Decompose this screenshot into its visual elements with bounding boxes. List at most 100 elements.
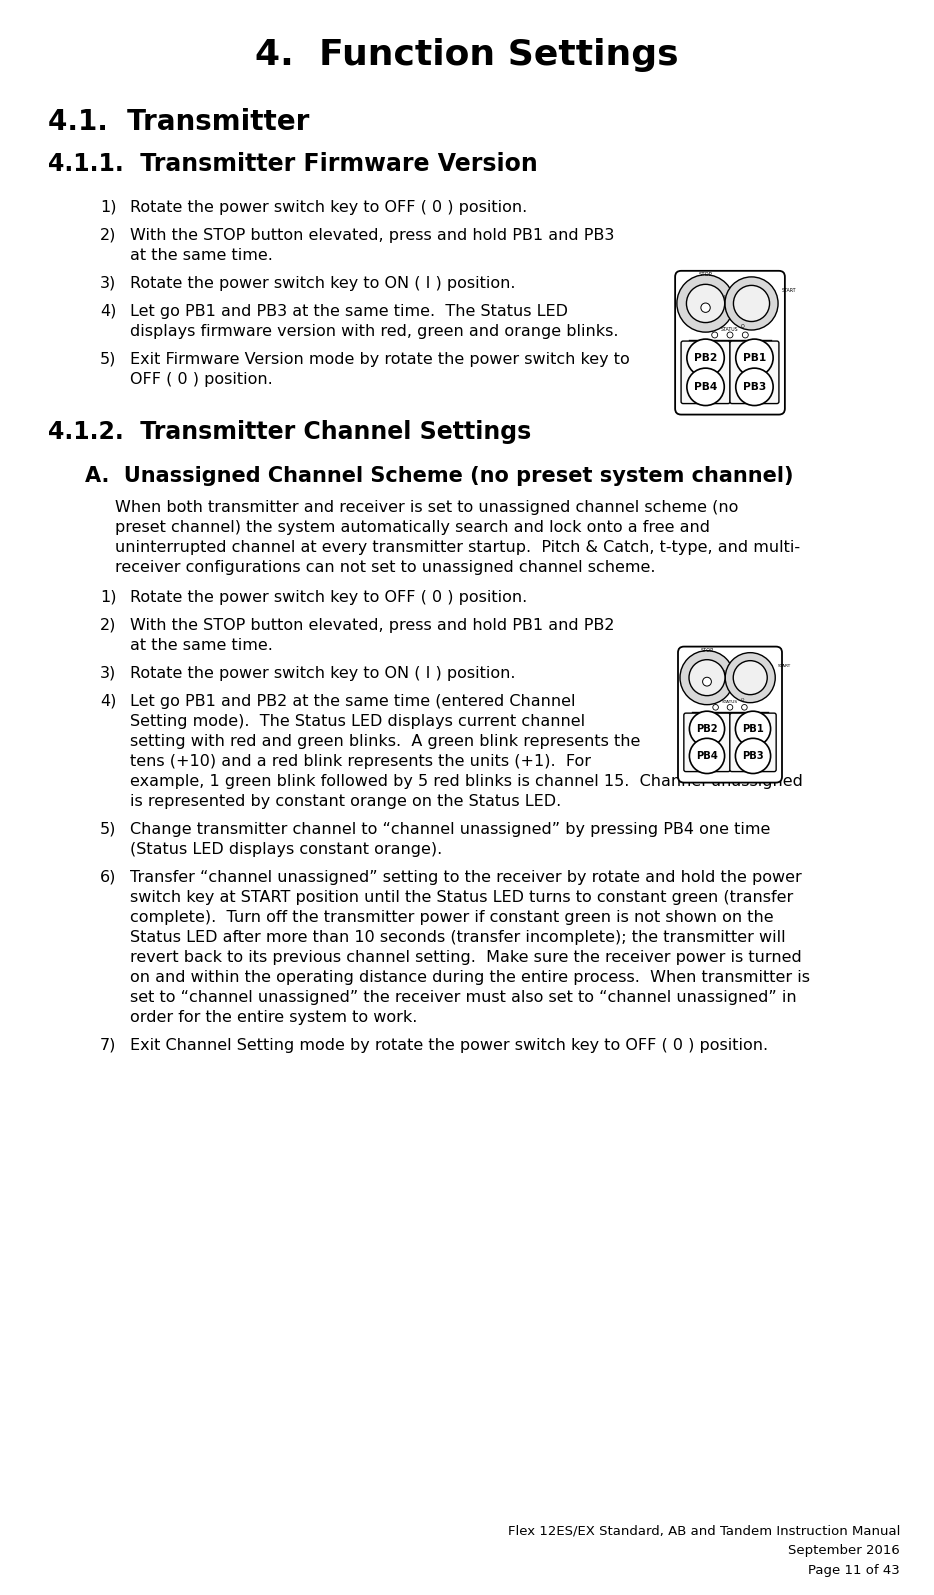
Text: STATUS: STATUS (721, 327, 739, 332)
Text: 4.1.2.  Transmitter Channel Settings: 4.1.2. Transmitter Channel Settings (48, 419, 531, 443)
Text: tens (+10) and a red blink represents the units (+1).  For: tens (+10) and a red blink represents th… (130, 754, 591, 769)
Circle shape (735, 738, 771, 774)
Text: Exit Channel Setting mode by rotate the power switch key to OFF ( 0 ) position.: Exit Channel Setting mode by rotate the … (130, 1038, 768, 1053)
FancyBboxPatch shape (730, 341, 779, 404)
FancyBboxPatch shape (678, 646, 782, 783)
Text: example, 1 green blink followed by 5 red blinks is channel 15.  Channel unassign: example, 1 green blink followed by 5 red… (130, 774, 803, 790)
Text: 2): 2) (100, 228, 117, 242)
Text: I: I (724, 670, 725, 673)
Circle shape (742, 705, 747, 710)
Text: Let go PB1 and PB3 at the same time.  The Status LED: Let go PB1 and PB3 at the same time. The… (130, 305, 568, 319)
Text: Change transmitter channel to “channel unassigned” by pressing PB4 one time: Change transmitter channel to “channel u… (130, 821, 771, 837)
Text: PB3: PB3 (743, 381, 766, 392)
Circle shape (728, 705, 733, 710)
Text: PB1: PB1 (742, 724, 764, 734)
Text: With the STOP button elevated, press and hold PB1 and PB3: With the STOP button elevated, press and… (130, 228, 615, 242)
Text: Setting mode).  The Status LED displays current channel: Setting mode). The Status LED displays c… (130, 715, 585, 729)
Text: at the same time.: at the same time. (130, 638, 273, 652)
Text: order for the entire system to work.: order for the entire system to work. (130, 1010, 417, 1026)
Text: 2): 2) (100, 617, 117, 633)
Circle shape (725, 278, 778, 330)
Text: on and within the operating distance during the entire process.  When transmitte: on and within the operating distance dur… (130, 970, 810, 986)
Text: 5): 5) (100, 821, 117, 837)
Text: PB1: PB1 (743, 352, 766, 362)
Text: Rotate the power switch key to OFF ( 0 ) position.: Rotate the power switch key to OFF ( 0 )… (130, 199, 528, 215)
Circle shape (736, 368, 773, 405)
FancyBboxPatch shape (684, 713, 730, 772)
Text: complete).  Turn off the transmitter power if constant green is not shown on the: complete). Turn off the transmitter powe… (130, 911, 773, 925)
Text: September 2016: September 2016 (788, 1544, 900, 1557)
Circle shape (735, 711, 771, 746)
Text: OFF ( 0 ) position.: OFF ( 0 ) position. (130, 372, 273, 388)
Text: START: START (778, 664, 791, 668)
Circle shape (686, 368, 724, 405)
Text: Rotate the power switch key to ON ( I ) position.: Rotate the power switch key to ON ( I ) … (130, 667, 516, 681)
Text: 5): 5) (100, 352, 117, 367)
Text: PB2: PB2 (696, 724, 718, 734)
Text: 1): 1) (100, 199, 117, 215)
Text: preset channel) the system automatically search and lock onto a free and: preset channel) the system automatically… (115, 520, 710, 534)
Text: PB3: PB3 (743, 751, 764, 761)
Text: I: I (723, 295, 725, 300)
Circle shape (680, 651, 734, 705)
Text: set to “channel unassigned” the receiver must also set to “channel unassigned” i: set to “channel unassigned” the receiver… (130, 990, 797, 1005)
Text: PB4: PB4 (694, 381, 717, 392)
Text: With the STOP button elevated, press and hold PB1 and PB2: With the STOP button elevated, press and… (130, 617, 615, 633)
Text: is represented by constant orange on the Status LED.: is represented by constant orange on the… (130, 794, 561, 809)
Text: 4.1.  Transmitter: 4.1. Transmitter (48, 108, 309, 136)
Text: 4.  Function Settings: 4. Function Settings (255, 38, 679, 72)
Text: STATUS: STATUS (722, 700, 738, 703)
Text: STOP: STOP (700, 648, 714, 652)
Circle shape (736, 340, 773, 376)
Text: PB4: PB4 (696, 751, 718, 761)
Text: 4.1.1.  Transmitter Firmware Version: 4.1.1. Transmitter Firmware Version (48, 152, 538, 175)
Circle shape (713, 705, 718, 710)
Text: 3): 3) (100, 276, 116, 290)
FancyBboxPatch shape (729, 713, 776, 772)
Text: setting with red and green blinks.  A green blink represents the: setting with red and green blinks. A gre… (130, 734, 641, 750)
Text: 6): 6) (100, 869, 117, 885)
Text: 7): 7) (100, 1038, 117, 1053)
Text: 3): 3) (100, 667, 116, 681)
Circle shape (689, 711, 725, 746)
Text: 1): 1) (100, 590, 117, 605)
Circle shape (712, 332, 717, 338)
Text: revert back to its previous channel setting.  Make sure the receiver power is tu: revert back to its previous channel sett… (130, 951, 801, 965)
FancyBboxPatch shape (675, 271, 785, 415)
FancyBboxPatch shape (681, 341, 730, 404)
Circle shape (689, 738, 725, 774)
Text: (Status LED displays constant orange).: (Status LED displays constant orange). (130, 842, 443, 857)
Text: Exit Firmware Version mode by rotate the power switch key to: Exit Firmware Version mode by rotate the… (130, 352, 630, 367)
Circle shape (733, 660, 767, 695)
Text: PB2: PB2 (694, 352, 717, 362)
Circle shape (689, 660, 725, 695)
Text: switch key at START position until the Status LED turns to constant green (trans: switch key at START position until the S… (130, 890, 793, 904)
Text: Page 11 of 43: Page 11 of 43 (808, 1565, 900, 1577)
Text: When both transmitter and receiver is set to unassigned channel scheme (no: When both transmitter and receiver is se… (115, 499, 739, 515)
Circle shape (725, 652, 775, 703)
Text: Rotate the power switch key to OFF ( 0 ) position.: Rotate the power switch key to OFF ( 0 )… (130, 590, 528, 605)
Circle shape (743, 332, 748, 338)
Circle shape (686, 340, 724, 376)
Text: START: START (781, 289, 796, 293)
Text: 4): 4) (100, 305, 117, 319)
Circle shape (700, 303, 710, 313)
Text: STOP: STOP (699, 271, 713, 276)
Circle shape (686, 284, 725, 322)
Text: Flex 12ES/EX Standard, AB and Tandem Instruction Manual: Flex 12ES/EX Standard, AB and Tandem Ins… (507, 1523, 900, 1538)
Circle shape (733, 286, 770, 322)
Text: O: O (741, 697, 743, 702)
Text: O: O (742, 324, 745, 329)
Text: A.  Unassigned Channel Scheme (no preset system channel): A. Unassigned Channel Scheme (no preset … (85, 466, 794, 486)
Circle shape (727, 332, 733, 338)
Text: 4): 4) (100, 694, 117, 710)
Circle shape (677, 274, 734, 332)
Text: at the same time.: at the same time. (130, 247, 273, 263)
Text: Status LED after more than 10 seconds (transfer incomplete); the transmitter wil: Status LED after more than 10 seconds (t… (130, 930, 785, 944)
Text: Rotate the power switch key to ON ( I ) position.: Rotate the power switch key to ON ( I ) … (130, 276, 516, 290)
Text: uninterrupted channel at every transmitter startup.  Pitch & Catch, t-type, and : uninterrupted channel at every transmitt… (115, 541, 800, 555)
Text: receiver configurations can not set to unassigned channel scheme.: receiver configurations can not set to u… (115, 560, 656, 576)
Text: Let go PB1 and PB2 at the same time (entered Channel: Let go PB1 and PB2 at the same time (ent… (130, 694, 575, 710)
Text: displays firmware version with red, green and orange blinks.: displays firmware version with red, gree… (130, 324, 618, 340)
Circle shape (702, 678, 712, 686)
